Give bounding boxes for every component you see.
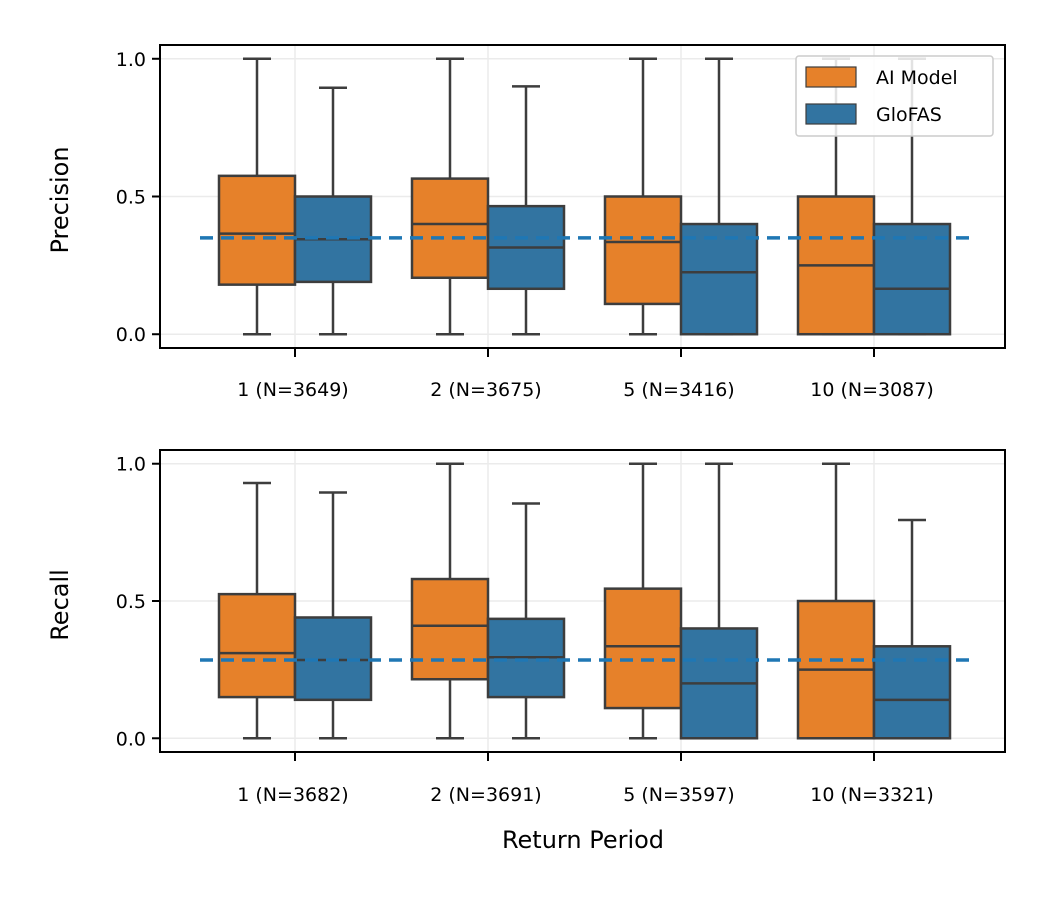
- box-ai-model-2: [410, 462, 490, 740]
- ytick-label: 1.0: [116, 454, 146, 476]
- xtick-label: 5 (N=3416): [623, 379, 734, 401]
- box-ai-model-3: [603, 57, 683, 336]
- recall-panel: 0.0 0.5 1.0 1 (N=3682) 2 (N=3691) 5 (N=3597) 1…: [116, 449, 1006, 806]
- box-iqr: [603, 195, 683, 306]
- xtick-label: 10 (N=3321): [810, 784, 934, 806]
- box-iqr: [872, 222, 952, 336]
- box-iqr: [410, 177, 490, 280]
- xtick-label: 5 (N=3597): [623, 784, 734, 806]
- box-iqr: [217, 592, 297, 699]
- xtick-label: 1 (N=3682): [237, 784, 348, 806]
- box-iqr: [603, 587, 683, 710]
- series-ai-model: [217, 462, 876, 740]
- legend-swatch-ai-model: [805, 66, 857, 88]
- ytick-label: 0.5: [116, 187, 146, 209]
- box-glofas-3: [679, 57, 759, 336]
- box-ai-model-4: [796, 462, 876, 740]
- box-iqr: [217, 174, 297, 286]
- box-iqr: [410, 577, 490, 681]
- box-glofas-2: [486, 502, 566, 740]
- legend-swatch-glofas: [805, 103, 857, 125]
- xtick-label: 2 (N=3691): [430, 784, 541, 806]
- xaxis-label: Return Period: [502, 826, 664, 854]
- ytick-label: 0.0: [116, 728, 146, 750]
- box-ai-model-2: [410, 57, 490, 336]
- legend: AI Model GloFAS: [795, 55, 994, 137]
- xtick-label: 1 (N=3649): [237, 379, 348, 401]
- xtick-label: 2 (N=3675): [430, 379, 541, 401]
- box-glofas-3: [679, 462, 759, 740]
- box-iqr: [679, 222, 759, 336]
- legend-label-ai-model: AI Model: [876, 67, 958, 89]
- precision-panel: 0.0 0.5 1.0 1 (N=3649) 2 (N=3675) 5 (N=3416) 1…: [116, 44, 1006, 401]
- xtick-label: 10 (N=3087): [810, 379, 934, 401]
- box-ai-model-3: [603, 462, 683, 740]
- ytick-label: 1.0: [116, 49, 146, 71]
- precision-ylabel: Precision: [46, 146, 74, 253]
- legend-label-glofas: GloFAS: [876, 104, 942, 126]
- box-glofas-2: [486, 85, 566, 336]
- box-ai-model-1: [217, 481, 297, 740]
- recall-ylabel: Recall: [46, 569, 74, 641]
- ytick-label: 0.0: [116, 324, 146, 346]
- ytick-label: 0.5: [116, 591, 146, 613]
